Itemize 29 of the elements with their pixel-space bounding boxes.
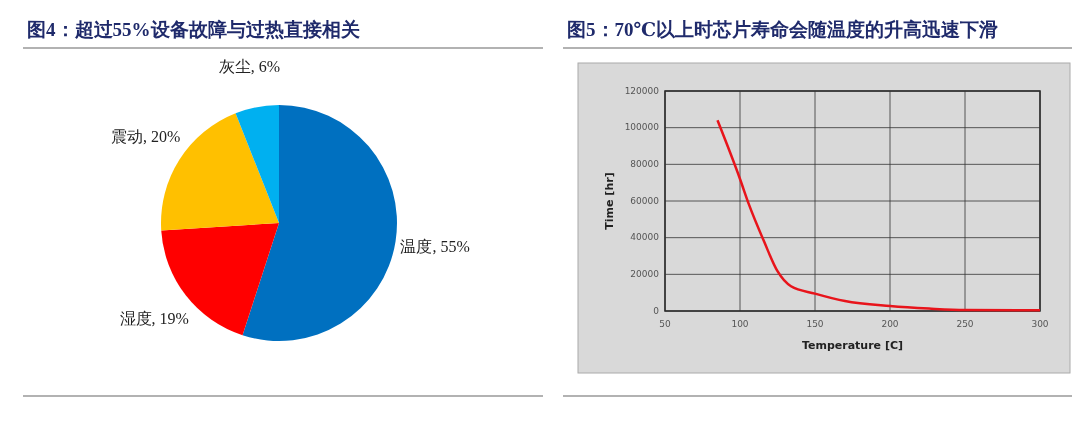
x-tick-label: 50 [659, 319, 671, 329]
x-tick-label: 150 [806, 319, 824, 329]
chart-title: 图5：70℃以上时芯片寿命会随温度的升高迅速下滑 [567, 19, 999, 40]
slice-label: 灰尘 [218, 57, 251, 75]
slice-label: 震动 [110, 128, 143, 146]
chart-title: 图4：超过55%设备故障与过热直接相关 [27, 19, 360, 40]
y-axis-title: Time [hr] [603, 172, 616, 230]
x-tick-label: 250 [956, 319, 974, 329]
x-tick-label: 300 [1031, 319, 1049, 329]
x-axis-title: Temperature [C] [801, 339, 904, 352]
y-tick-label: 80000 [630, 158, 660, 169]
x-tick-label: 100 [731, 319, 749, 329]
y-tick-label: 0 [653, 305, 660, 316]
y-tick-label: 120000 [624, 85, 660, 96]
pie-slice [161, 223, 279, 336]
y-tick-label: 100000 [624, 122, 660, 133]
y-tick-label: 40000 [630, 232, 660, 243]
y-tick-label: 60000 [630, 195, 660, 206]
data-label: , 55% [432, 237, 470, 255]
slice-label: 湿度 [119, 309, 152, 327]
pie-slice [242, 105, 397, 341]
y-tick-label: 20000 [630, 268, 660, 279]
line-series [716, 119, 1042, 312]
data-label: , 6% [250, 57, 281, 75]
pie-slice [235, 105, 279, 223]
data-label: , 19% [151, 309, 189, 327]
slice-label: 温度 [400, 237, 433, 255]
x-tick-label: 200 [881, 319, 899, 329]
data-label: , 20% [142, 128, 181, 146]
